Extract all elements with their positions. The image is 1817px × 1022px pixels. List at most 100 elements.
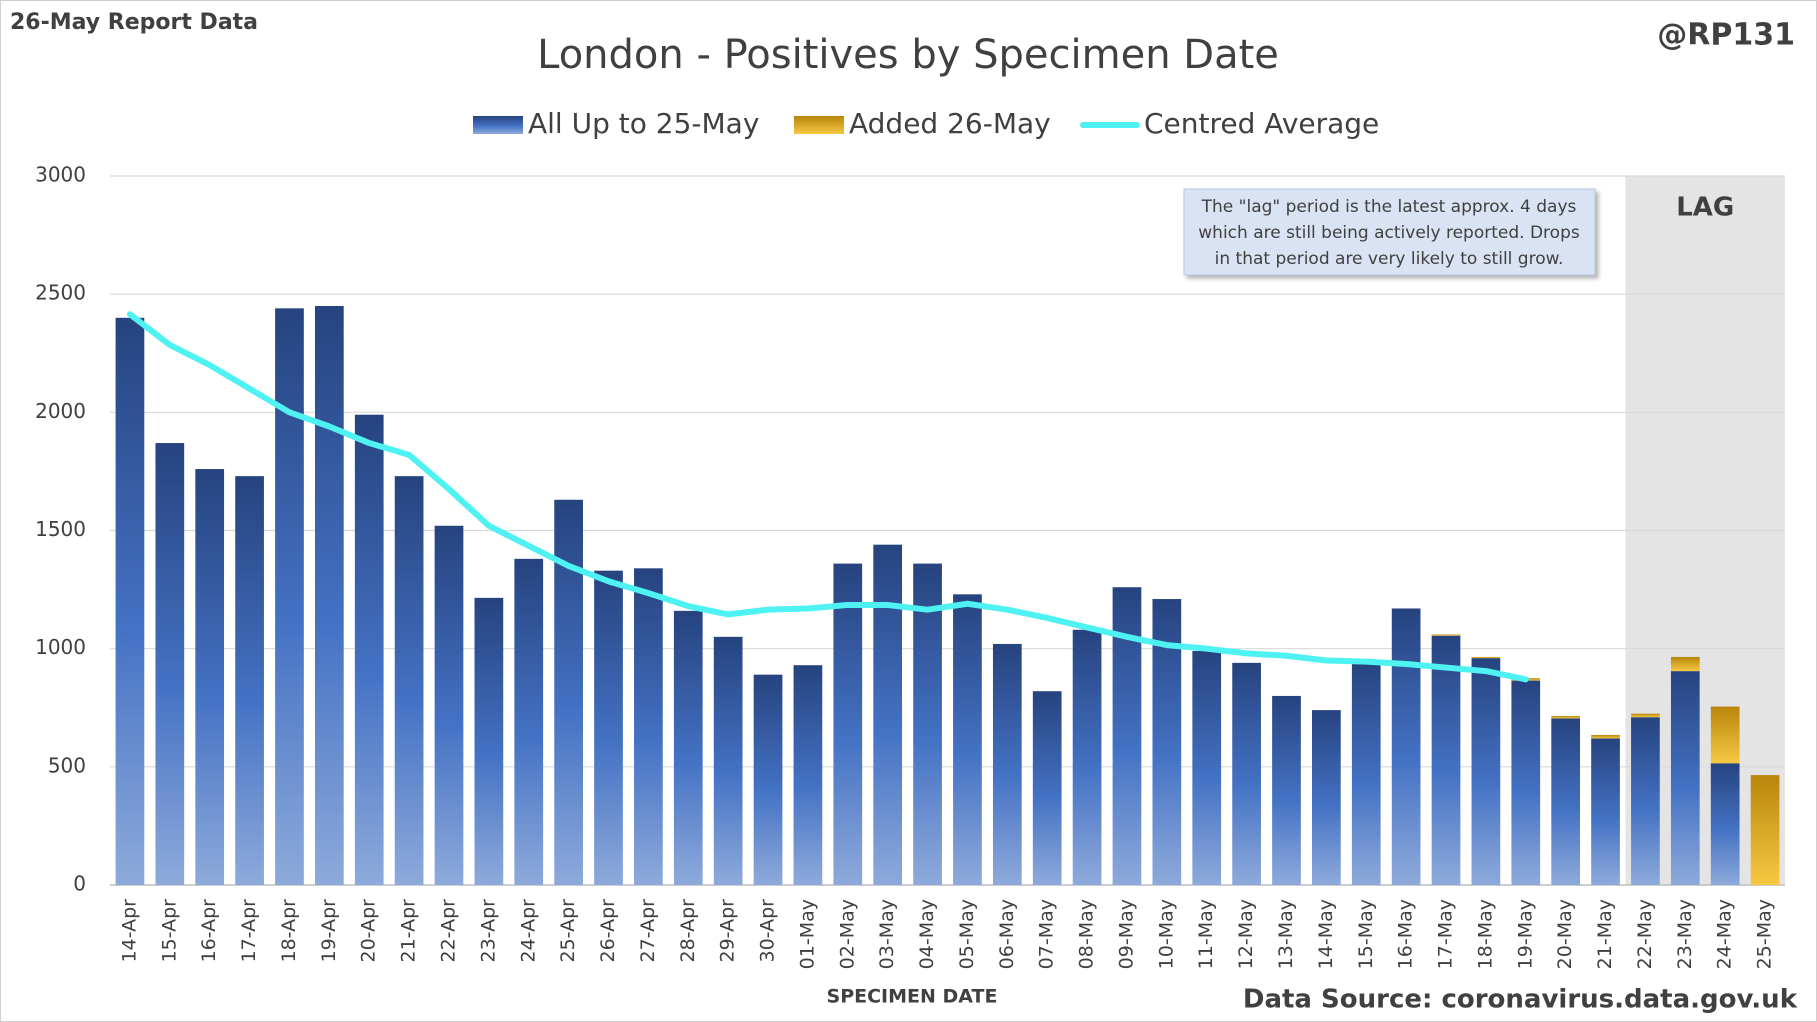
bar-segment xyxy=(275,308,304,885)
report-label: 26-May Report Data xyxy=(10,10,258,35)
x-axis-label: SPECIMEN DATE xyxy=(827,986,998,1008)
bar-segment xyxy=(1631,713,1660,718)
bar-segment xyxy=(873,544,903,885)
bar-segment xyxy=(793,665,823,885)
bar-segment xyxy=(514,558,544,885)
x-tick-label: 20-Apr xyxy=(358,899,380,963)
bar-segment xyxy=(155,443,185,885)
x-tick-label: 11-May xyxy=(1195,899,1217,969)
bar-segment xyxy=(1391,608,1421,885)
bar-segment xyxy=(1232,662,1261,885)
x-tick-label: 19-Apr xyxy=(318,899,340,963)
x-tick-label: 14-May xyxy=(1315,899,1337,969)
bar-segment xyxy=(1272,695,1301,885)
bar-segment xyxy=(953,594,982,885)
legend-swatch xyxy=(794,116,844,134)
x-tick-label: 16-May xyxy=(1395,899,1417,969)
source: Data Source: coronavirus.data.gov.uk xyxy=(1243,985,1798,1015)
x-tick-label: 21-Apr xyxy=(398,899,420,963)
x-tick-label: 23-Apr xyxy=(477,899,499,963)
y-tick-label: 3000 xyxy=(35,163,86,187)
x-tick-label: 09-May xyxy=(1115,899,1137,969)
bar-segment xyxy=(1072,629,1102,885)
x-tick-label: 25-May xyxy=(1754,899,1776,969)
bar-segment xyxy=(195,469,225,885)
x-tick-label: 25-Apr xyxy=(557,899,579,963)
x-tick-label: 20-May xyxy=(1554,899,1576,969)
x-tick-label: 24-Apr xyxy=(517,899,539,963)
x-tick-label: 28-Apr xyxy=(677,899,699,963)
y-tick-label: 2000 xyxy=(35,399,86,423)
y-tick-label: 1000 xyxy=(35,635,86,659)
x-tick-label: 05-May xyxy=(956,899,978,969)
x-tick-label: 27-Apr xyxy=(637,899,659,963)
x-tick-label: 22-May xyxy=(1634,899,1656,969)
bar-segment xyxy=(1710,763,1740,885)
bar-segment xyxy=(1032,691,1062,885)
x-tick-label: 24-May xyxy=(1714,899,1736,969)
x-tick-label: 19-May xyxy=(1514,899,1536,969)
bar-segment xyxy=(235,476,264,885)
bar-segment xyxy=(1312,710,1341,885)
x-tick-label: 03-May xyxy=(876,899,898,969)
legend-label: All Up to 25-May xyxy=(528,107,759,140)
x-tick-label: 26-Apr xyxy=(597,899,619,963)
x-tick-label: 15-Apr xyxy=(158,899,180,963)
bar-segment xyxy=(1670,656,1700,672)
x-tick-label: 13-May xyxy=(1275,899,1297,969)
bar-segment xyxy=(474,597,504,885)
x-tick-label: 18-May xyxy=(1474,899,1496,969)
bar-segment xyxy=(1551,716,1581,719)
x-tick-label: 02-May xyxy=(836,899,858,969)
bar-segment xyxy=(1431,635,1461,885)
bar-segment xyxy=(1710,706,1740,764)
y-tick-label: 2500 xyxy=(35,281,86,305)
bar-segment xyxy=(1192,651,1222,885)
bar-segment xyxy=(634,568,663,885)
x-tick-label: 17-Apr xyxy=(238,899,260,963)
x-tick-label: 30-Apr xyxy=(757,899,779,963)
x-tick-label: 10-May xyxy=(1155,899,1177,969)
x-tick-label: 21-May xyxy=(1594,899,1616,969)
bar-segment xyxy=(434,525,464,885)
x-tick-label: 29-Apr xyxy=(717,899,739,963)
annotation-text: in that period are very likely to still … xyxy=(1215,249,1564,269)
x-tick-label: 08-May xyxy=(1076,899,1098,969)
bar-segment xyxy=(833,563,863,885)
x-tick-label: 07-May xyxy=(1036,899,1058,969)
bar-segment xyxy=(1750,775,1780,885)
legend-swatch xyxy=(473,116,523,134)
x-tick-label: 22-Apr xyxy=(437,899,459,963)
bar-segment xyxy=(354,414,384,885)
y-tick-label: 1500 xyxy=(35,517,86,541)
bar-segment xyxy=(1631,717,1660,885)
x-tick-label: 14-Apr xyxy=(118,899,140,963)
bar-segment xyxy=(594,570,623,885)
author: @RP131 xyxy=(1657,18,1795,53)
bar-segment xyxy=(1471,656,1501,659)
x-tick-label: 12-May xyxy=(1235,899,1257,969)
bar-segment xyxy=(1431,634,1461,636)
chart-title: London - Positives by Specimen Date xyxy=(537,32,1279,78)
bar-segment xyxy=(1551,718,1581,885)
bar-segment xyxy=(394,476,424,885)
x-tick-label: 17-May xyxy=(1435,899,1457,969)
x-tick-label: 01-May xyxy=(796,899,818,969)
x-tick-label: 18-Apr xyxy=(278,899,300,963)
bar-segment xyxy=(913,563,942,885)
bar-segment xyxy=(1591,734,1620,739)
bar-segment xyxy=(753,674,783,885)
legend-label: Centred Average xyxy=(1144,107,1379,140)
bar-segment xyxy=(1351,662,1381,885)
bar-segment xyxy=(1471,658,1501,885)
bar-segment xyxy=(115,317,145,885)
x-tick-label: 04-May xyxy=(916,899,938,969)
x-tick-label: 23-May xyxy=(1674,899,1696,969)
annotation-text: The "lag" period is the latest approx. 4… xyxy=(1201,197,1577,217)
bar-segment xyxy=(713,636,743,885)
y-tick-label: 500 xyxy=(48,753,86,777)
annotation-text: which are still being actively reported.… xyxy=(1198,223,1580,243)
x-tick-label: 16-Apr xyxy=(198,899,220,963)
bar-segment xyxy=(1591,738,1620,885)
